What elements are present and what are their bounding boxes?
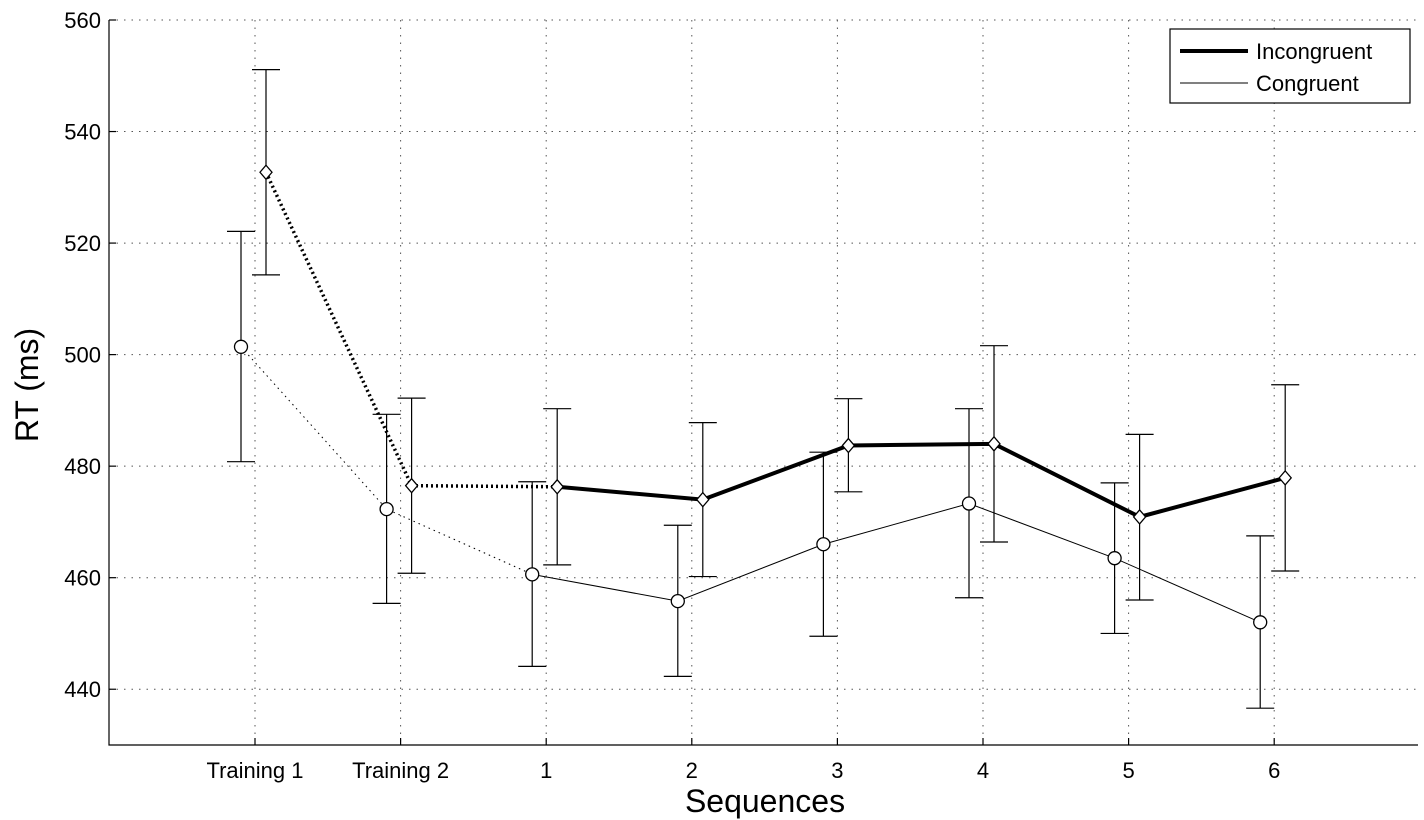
congruent-point — [233, 339, 249, 354]
legend-label-congruent: Congruent — [1256, 71, 1359, 96]
incongruent-point — [1278, 469, 1293, 486]
congruent-point — [1253, 615, 1268, 630]
axes-layer: 440 460 480 500 520 540 560 Training 1 Training … — [64, 8, 1418, 783]
legend: Incongruent Congruent — [1169, 28, 1411, 104]
x-tick-label: 6 — [1268, 758, 1280, 783]
incongruent-point — [550, 478, 565, 495]
x-tick-label: Training 2 — [352, 758, 449, 783]
incongruent-point — [404, 477, 419, 494]
grid-layer — [109, 19, 1418, 745]
y-tick-label: 500 — [64, 343, 101, 368]
y-tick-label: 540 — [64, 120, 101, 145]
y-axis-title: RT (ms) — [9, 328, 45, 442]
congruent-line — [532, 502, 1261, 623]
y-tick-label: 460 — [64, 566, 101, 591]
x-tick-label: 3 — [831, 758, 843, 783]
x-tick-label: 5 — [1122, 758, 1134, 783]
legend-box — [1169, 28, 1411, 104]
congruent-point — [670, 593, 685, 609]
incongruent-point — [1132, 508, 1147, 525]
incongruent-line — [557, 441, 1286, 520]
axes-frame — [108, 20, 1418, 746]
y-tick-label: 480 — [64, 454, 101, 479]
congruent-point — [961, 496, 977, 511]
incongruent-point — [987, 435, 1001, 452]
y-tick-label: 440 — [64, 677, 101, 702]
y-tick-label: 520 — [64, 231, 101, 256]
congruent-point — [1107, 551, 1122, 566]
congruent-point — [379, 501, 394, 517]
x-tick-label: 4 — [977, 758, 989, 783]
x-axis-title: Sequences — [685, 783, 845, 819]
x-tick-label: 2 — [686, 758, 698, 783]
incongruent-point — [259, 164, 273, 181]
x-tick-label: Training 1 — [206, 758, 303, 783]
congruent-point — [525, 567, 540, 582]
congruent-training-line — [240, 346, 533, 575]
congruent-point — [816, 537, 831, 552]
incongruent-point — [695, 491, 710, 508]
incongruent-point — [841, 437, 856, 454]
x-tick-label: 1 — [540, 758, 552, 783]
series-layer — [227, 69, 1300, 709]
legend-label-incongruent: Incongruent — [1256, 39, 1372, 64]
y-tick-label: 560 — [64, 8, 101, 33]
